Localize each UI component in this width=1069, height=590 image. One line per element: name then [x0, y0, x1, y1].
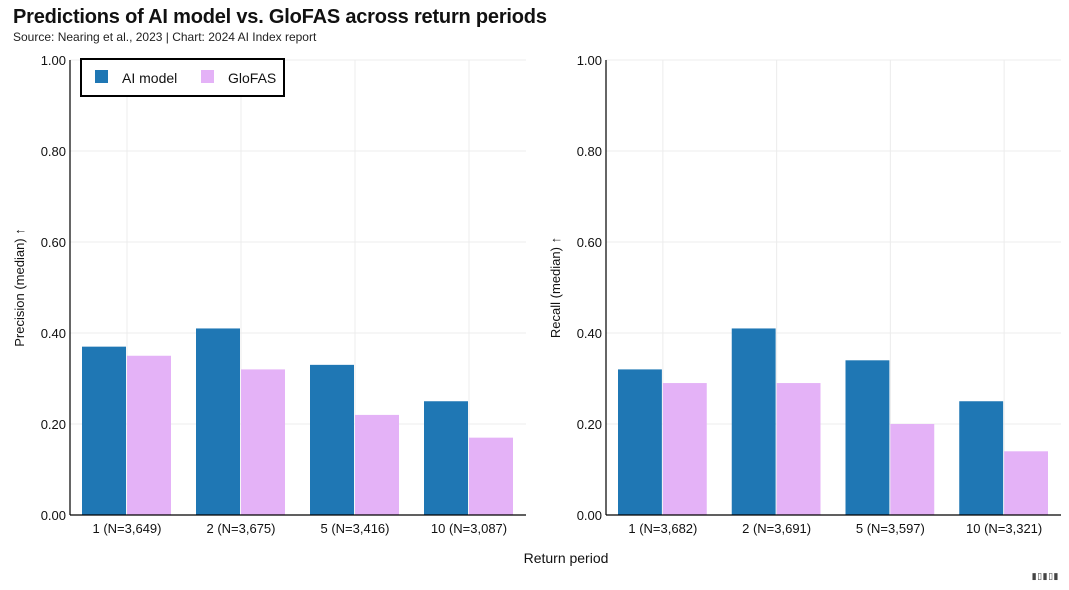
x-tick-label: 10 (N=3,321) — [966, 521, 1042, 536]
chart-subtitle: Source: Nearing et al., 2023 | Chart: 20… — [13, 30, 317, 44]
legend-label-glofas: GloFAS — [228, 70, 276, 86]
y-tick-label: 0.80 — [41, 144, 66, 159]
y-tick-label: 1.00 — [41, 53, 66, 68]
bar-ai-model — [310, 364, 354, 515]
y-tick-label: 0.20 — [41, 417, 66, 432]
x-tick-label: 2 (N=3,675) — [206, 521, 275, 536]
bar-glofas — [776, 383, 821, 515]
chart-title: Predictions of AI model vs. GloFAS acros… — [13, 6, 547, 28]
y-tick-label: 0.20 — [577, 417, 602, 432]
y-tick-label: 0.00 — [41, 508, 66, 523]
y-tick-label: 0.60 — [41, 235, 66, 250]
legend-label-ai-model: AI model — [122, 70, 177, 86]
bar-glofas — [127, 355, 171, 515]
precision-panel: 0.00 0.20 0.40 0.60 0.80 1.00 1 (N=3,649) 2 (N=… — [12, 53, 526, 536]
bar-ai-model — [424, 401, 468, 515]
bar-glofas — [469, 437, 513, 515]
y-tick-label: 1.00 — [577, 53, 602, 68]
x-tick-label: 1 (N=3,682) — [628, 521, 697, 536]
bar-ai-model — [196, 328, 240, 515]
bar-glofas — [890, 424, 935, 515]
bar-glofas — [241, 369, 285, 515]
bar-glofas — [662, 383, 707, 515]
bar-ai-model — [618, 369, 662, 515]
bar-ai-model — [959, 401, 1004, 515]
y-tick-label: 0.40 — [41, 326, 66, 341]
x-tick-label: 5 (N=3,416) — [320, 521, 389, 536]
x-tick-label: 1 (N=3,649) — [92, 521, 161, 536]
y-tick-label: 0.60 — [577, 235, 602, 250]
bar-glofas — [355, 414, 399, 515]
bar-ai-model — [845, 360, 890, 515]
x-axis-label: Return period — [524, 550, 609, 566]
legend: AI model GloFAS — [80, 58, 285, 97]
y-tick-label: 0.00 — [577, 508, 602, 523]
x-tick-label: 2 (N=3,691) — [742, 521, 811, 536]
bar-ai-model — [731, 328, 776, 515]
y-axis-label: Precision (median) ↑ — [12, 228, 27, 347]
bar-glofas — [1004, 451, 1048, 515]
legend-swatch-glofas — [201, 70, 214, 83]
x-tick-label: 5 (N=3,597) — [856, 521, 925, 536]
y-tick-label: 0.40 — [577, 326, 602, 341]
recall-panel: 0.00 0.20 0.40 0.60 0.80 1.00 1 (N=3,682) 2 (N=… — [548, 53, 1061, 536]
legend-swatch-ai-model — [95, 70, 108, 83]
watermark-logo: ▮▯▮▯▮ — [1031, 571, 1059, 581]
bar-ai-model — [82, 346, 126, 515]
y-axis-label: Recall (median) ↑ — [548, 237, 563, 338]
legend-box — [80, 58, 285, 97]
x-tick-label: 10 (N=3,087) — [431, 521, 507, 536]
y-tick-label: 0.80 — [577, 144, 602, 159]
